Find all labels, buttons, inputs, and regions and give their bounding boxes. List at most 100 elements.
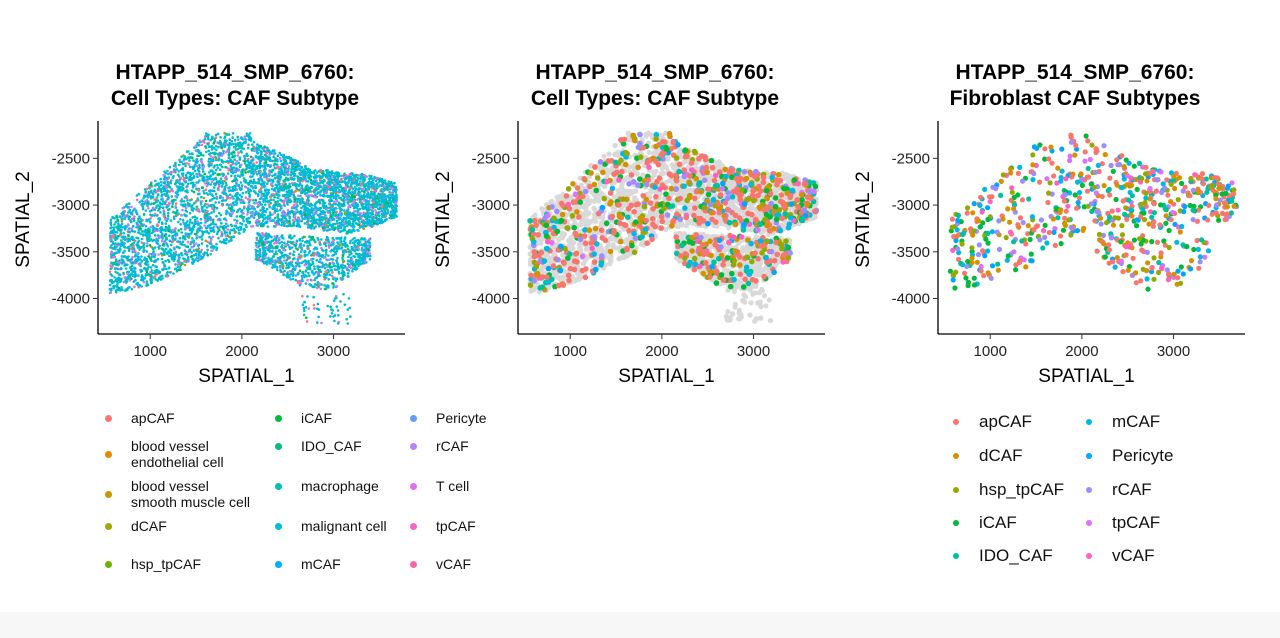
cell-point bbox=[258, 200, 262, 204]
cell-point bbox=[166, 180, 169, 184]
cell-point bbox=[127, 249, 131, 253]
cell-point bbox=[182, 200, 186, 203]
cell-point bbox=[162, 228, 165, 232]
cell-point bbox=[260, 194, 264, 198]
cell-point bbox=[112, 280, 115, 284]
cell-point bbox=[240, 163, 243, 167]
cell-point bbox=[204, 188, 208, 192]
cell-point bbox=[140, 255, 143, 258]
chart-title: HTAPP_514_SMP_6760: Cell Types: CAF Subt… bbox=[50, 60, 420, 112]
cell-point bbox=[350, 193, 354, 197]
cell-point bbox=[207, 157, 211, 161]
cell-point bbox=[157, 183, 160, 186]
cell-point bbox=[197, 166, 200, 170]
cell-point bbox=[122, 280, 126, 284]
cell-point bbox=[239, 201, 243, 204]
cell-point bbox=[121, 206, 124, 210]
cell-point bbox=[205, 251, 209, 255]
cell-point bbox=[307, 176, 311, 179]
chart-title-line2: Cell Types: CAF Subtype bbox=[110, 87, 360, 110]
cell-point bbox=[211, 198, 214, 201]
cell-point bbox=[363, 248, 367, 252]
cell-point bbox=[369, 205, 372, 208]
cell-point bbox=[357, 183, 361, 187]
cell-point bbox=[127, 228, 130, 232]
cell-point bbox=[129, 237, 132, 241]
cell-point bbox=[295, 208, 298, 211]
cell-point bbox=[206, 135, 210, 139]
cell-point bbox=[177, 254, 180, 257]
cell-point bbox=[295, 202, 298, 205]
cell-point bbox=[381, 181, 384, 184]
cell-point bbox=[161, 206, 165, 210]
cell-point bbox=[234, 193, 238, 196]
cell-point bbox=[137, 251, 140, 255]
cell-point bbox=[177, 229, 180, 232]
cell-point bbox=[317, 214, 321, 217]
cell-point bbox=[220, 154, 224, 157]
cell-point bbox=[333, 181, 336, 185]
cell-point bbox=[130, 243, 133, 246]
cell-point bbox=[140, 237, 144, 241]
cell-point bbox=[329, 223, 333, 227]
cell-point bbox=[235, 182, 238, 185]
cell-point bbox=[354, 202, 358, 205]
cell-point bbox=[165, 226, 168, 229]
cell-point bbox=[150, 269, 154, 272]
cell-point bbox=[241, 199, 245, 202]
cell-point bbox=[196, 231, 199, 234]
cell-point bbox=[377, 180, 381, 184]
cell-point bbox=[274, 237, 278, 241]
cell-point bbox=[127, 245, 130, 249]
cell-point bbox=[171, 239, 175, 243]
cell-point bbox=[122, 271, 125, 275]
cell-point bbox=[158, 276, 161, 280]
cell-point bbox=[211, 189, 214, 192]
cell-point bbox=[277, 249, 281, 252]
cell-point bbox=[234, 162, 238, 165]
cell-point bbox=[138, 245, 142, 249]
cell-point bbox=[232, 166, 236, 169]
cell-point bbox=[345, 220, 348, 224]
cell-point bbox=[229, 196, 232, 200]
cell-point bbox=[219, 234, 223, 238]
cell-point bbox=[233, 231, 237, 235]
cell-point bbox=[216, 173, 219, 176]
cell-point bbox=[131, 235, 134, 239]
cell-point bbox=[196, 234, 199, 238]
cell-point bbox=[363, 205, 367, 209]
cell-point bbox=[337, 201, 341, 205]
cell-point bbox=[281, 189, 284, 192]
cell-point bbox=[272, 219, 275, 222]
cell-point bbox=[263, 185, 267, 188]
cell-point bbox=[142, 242, 146, 245]
cell-point bbox=[312, 303, 316, 307]
cell-point bbox=[160, 257, 164, 261]
cell-point bbox=[206, 248, 209, 252]
cell-point bbox=[302, 201, 305, 205]
cell-point bbox=[206, 142, 209, 145]
cell-point bbox=[304, 269, 308, 272]
cell-point bbox=[297, 217, 301, 220]
cell-point bbox=[313, 278, 316, 282]
cell-point bbox=[335, 210, 339, 214]
cell-point bbox=[321, 218, 324, 222]
cell-point bbox=[327, 278, 331, 281]
cell-point bbox=[339, 214, 343, 217]
cell-point bbox=[262, 200, 265, 204]
cell-point bbox=[148, 244, 152, 247]
panel-all-cell-types: HTAPP_514_SMP_6760: Cell Types: CAF Subt… bbox=[0, 0, 420, 400]
cell-point bbox=[113, 217, 116, 220]
cell-point bbox=[302, 235, 305, 239]
cell-point bbox=[336, 194, 340, 197]
cell-point bbox=[317, 283, 321, 287]
cell-point bbox=[159, 177, 162, 181]
cell-point bbox=[360, 204, 364, 207]
cell-point bbox=[350, 200, 354, 203]
cell-point bbox=[326, 254, 330, 257]
cell-point bbox=[174, 161, 177, 165]
cell-point bbox=[308, 204, 312, 208]
cell-point bbox=[169, 171, 172, 175]
cell-point bbox=[268, 211, 272, 214]
cell-point bbox=[361, 256, 365, 260]
